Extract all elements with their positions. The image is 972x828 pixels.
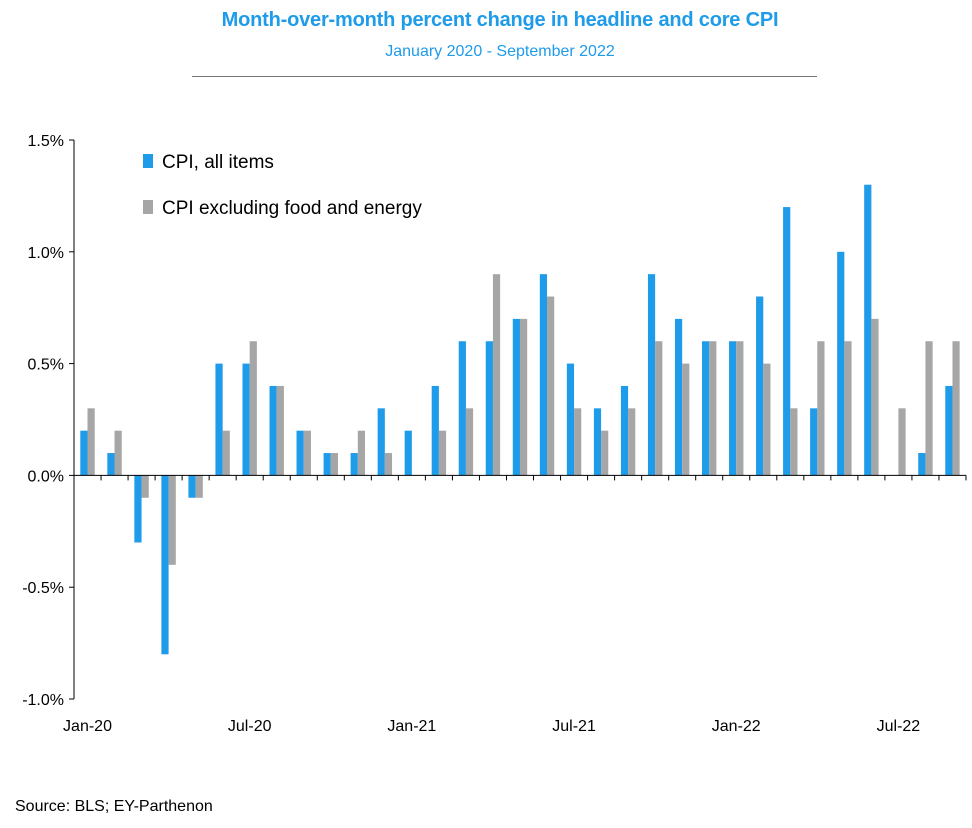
bar-chart: 1.5% 1.0% 0.5% 0.0% -0.5% -1.0% Jan-20 Jul-20 Ja…	[22, 133, 967, 735]
bar-headline-sep-22	[945, 385, 953, 476]
bar-core-dec-21	[709, 341, 717, 476]
bar-headline-feb-21	[431, 385, 439, 476]
bar-core-mar-21	[465, 408, 474, 476]
bar-core-jun-22	[871, 318, 879, 476]
legend-swatch-headline	[143, 154, 153, 168]
bar-headline-may-21	[512, 318, 520, 476]
bar-headline-aug-22	[918, 453, 926, 476]
bar-core-jul-22	[898, 408, 906, 476]
bar-headline-sep-20	[296, 430, 304, 476]
y-tick-label: 1.0%	[28, 245, 64, 262]
axes-layer: 1.5% 1.0% 0.5% 0.0% -0.5% -1.0% Jan-20 Jul-20 Ja…	[22, 133, 967, 735]
x-tick-label: Jul-20	[228, 718, 272, 735]
legend-label-core: CPI excluding food and energy	[162, 198, 422, 219]
bar-headline-oct-21	[647, 274, 656, 476]
bar-core-aug-21	[601, 430, 609, 476]
bar-core-oct-20	[330, 453, 338, 476]
bar-headline-jul-21	[566, 363, 575, 476]
bar-core-sep-22	[952, 341, 960, 476]
y-tick-label: 1.5%	[28, 133, 64, 150]
bar-headline-nov-21	[674, 318, 683, 476]
bar-headline-jul-20	[242, 363, 250, 476]
legend: CPI, all items CPI excluding food and en…	[143, 152, 422, 219]
y-tick-label: 0.5%	[28, 357, 64, 374]
bar-core-nov-20	[357, 430, 365, 476]
bar-headline-jun-22	[864, 184, 872, 476]
bar-core-aug-22	[925, 341, 933, 476]
title-divider	[192, 76, 817, 77]
bar-core-jun-20	[222, 430, 230, 476]
bar-core-apr-22	[817, 341, 825, 476]
bar-headline-dec-20	[377, 408, 385, 476]
x-tick-label: Jul-21	[552, 718, 596, 735]
bar-headline-jun-20	[215, 363, 223, 476]
bar-headline-jan-21	[404, 430, 412, 476]
y-tick-label: -1.0%	[22, 692, 64, 709]
bar-core-mar-22	[790, 408, 798, 476]
bar-core-jul-21	[574, 408, 582, 476]
bars-layer	[80, 184, 960, 655]
bar-headline-apr-22	[810, 408, 818, 476]
bar-headline-aug-21	[593, 408, 602, 476]
y-tick-label: -0.5%	[22, 580, 64, 597]
bar-core-feb-22	[763, 363, 771, 476]
bar-core-dec-20	[384, 453, 393, 476]
bar-core-apr-20	[168, 475, 176, 565]
bar-core-mar-20	[141, 475, 149, 498]
bar-headline-apr-20	[161, 475, 169, 655]
source-note: Source: BLS; EY-Parthenon	[15, 798, 213, 815]
x-tick-label: Jan-22	[712, 718, 761, 735]
y-tick-label: 0.0%	[28, 468, 64, 485]
bar-core-jul-20	[249, 341, 257, 476]
bar-core-sep-21	[628, 408, 636, 476]
bar-headline-aug-20	[269, 385, 277, 476]
bar-headline-jan-22	[729, 341, 737, 476]
bar-core-apr-21	[492, 274, 501, 476]
chart-subtitle: January 2020 - September 2022	[385, 43, 615, 60]
bar-core-aug-20	[276, 385, 284, 476]
bar-core-nov-21	[682, 363, 690, 476]
bar-headline-mar-21	[458, 341, 466, 476]
x-tick-label: Jul-22	[877, 718, 921, 735]
bar-core-may-21	[519, 318, 528, 476]
bar-core-feb-21	[438, 430, 447, 476]
bar-headline-may-22	[837, 251, 845, 476]
bar-core-may-22	[844, 341, 852, 476]
bar-headline-nov-20	[350, 453, 358, 476]
bar-headline-feb-22	[756, 296, 764, 476]
bar-headline-feb-20	[107, 453, 115, 476]
bar-headline-sep-21	[620, 385, 629, 476]
bar-headline-jan-20	[80, 430, 88, 476]
bar-core-jan-20	[87, 408, 95, 476]
bar-headline-oct-20	[323, 453, 331, 476]
bar-core-jun-21	[547, 296, 555, 476]
legend-label-headline: CPI, all items	[162, 152, 274, 173]
bar-core-may-20	[195, 475, 203, 498]
bar-headline-apr-21	[485, 341, 493, 476]
bar-core-feb-20	[114, 430, 122, 476]
bar-headline-may-20	[188, 475, 196, 498]
bar-headline-mar-22	[783, 207, 791, 476]
bar-headline-dec-21	[702, 341, 710, 476]
bar-core-jan-22	[736, 341, 744, 476]
chart-title: Month-over-month percent change in headl…	[221, 9, 779, 31]
x-tick-label: Jan-20	[63, 718, 112, 735]
bar-core-sep-20	[303, 430, 311, 476]
bar-core-oct-21	[655, 341, 663, 476]
legend-swatch-core	[143, 200, 153, 214]
bar-headline-mar-20	[134, 475, 142, 543]
x-tick-label: Jan-21	[387, 718, 436, 735]
bar-headline-jun-21	[539, 274, 548, 476]
